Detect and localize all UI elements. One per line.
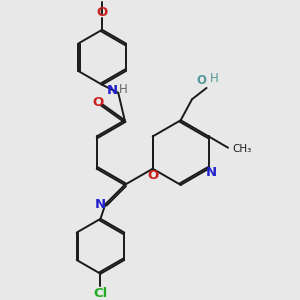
Text: O: O: [93, 96, 104, 109]
Text: H: H: [119, 83, 128, 96]
Text: O: O: [196, 74, 206, 87]
Text: CH₃: CH₃: [232, 144, 251, 154]
Text: H: H: [210, 72, 218, 85]
Text: O: O: [97, 6, 108, 19]
Text: N: N: [107, 84, 118, 97]
Text: O: O: [147, 169, 158, 182]
Text: N: N: [95, 198, 106, 211]
Text: N: N: [206, 166, 217, 179]
Text: Cl: Cl: [93, 286, 108, 300]
